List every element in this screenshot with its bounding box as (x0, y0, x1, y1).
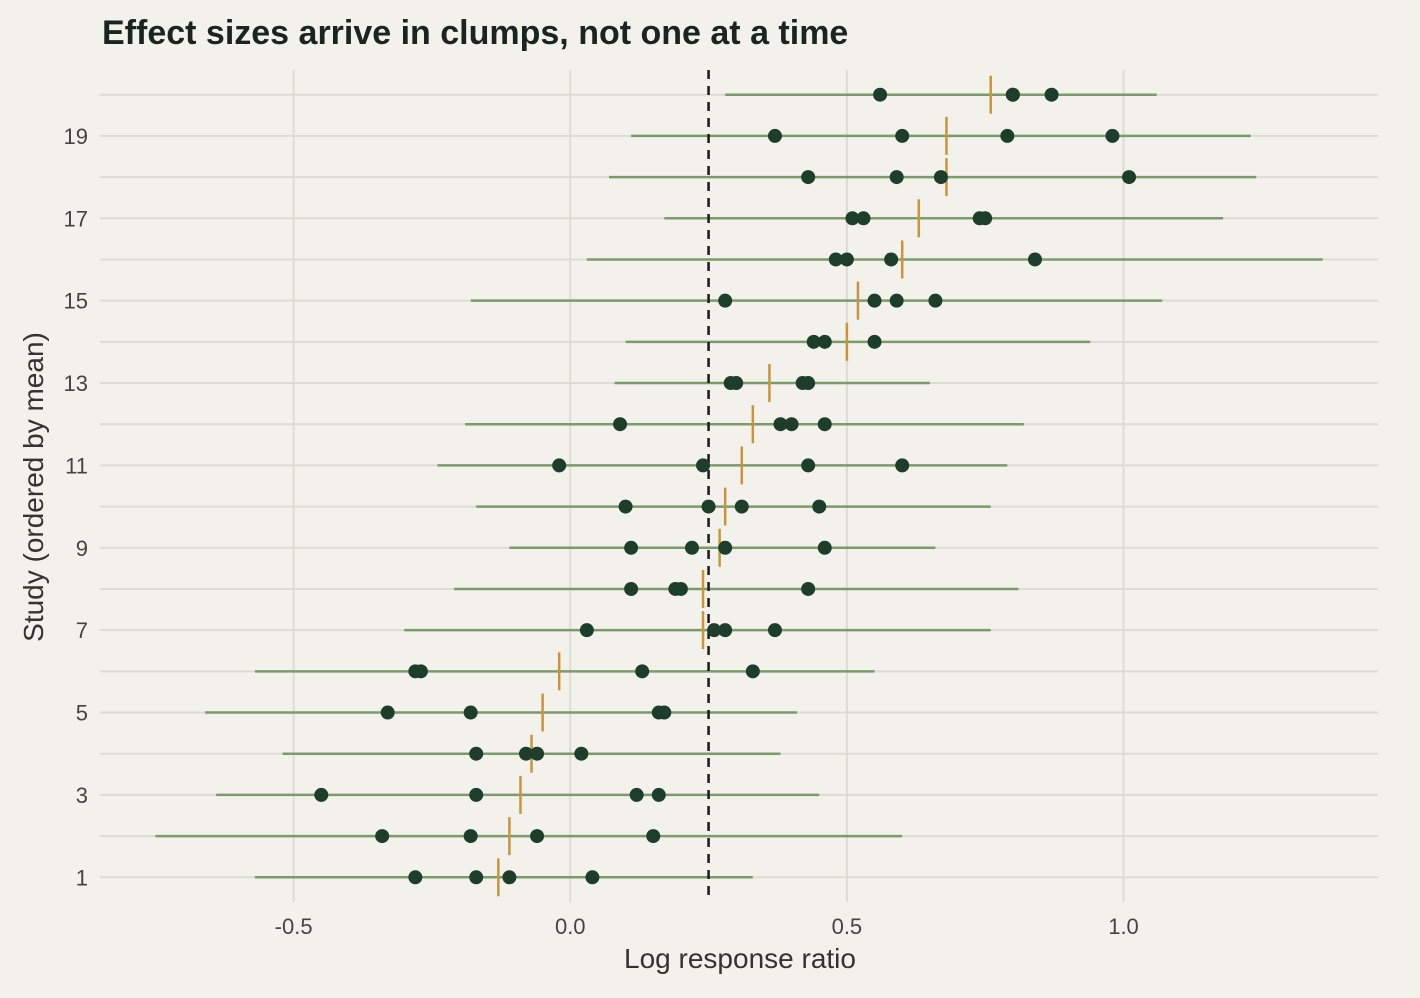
data-point (502, 870, 517, 885)
data-point (469, 787, 484, 802)
data-point (895, 458, 910, 473)
data-point (889, 293, 904, 308)
data-point (784, 417, 799, 432)
x-tick-label: 0.0 (555, 914, 586, 939)
mean-markers (497, 75, 992, 897)
y-tick-label: 5 (76, 701, 88, 726)
y-tick-label: 19 (64, 124, 88, 149)
data-point (1000, 128, 1015, 143)
data-point (646, 829, 661, 844)
data-point (801, 376, 816, 391)
y-tick-label: 3 (76, 783, 88, 808)
data-point (375, 829, 390, 844)
x-tick-label: -0.5 (275, 914, 313, 939)
data-point (469, 870, 484, 885)
data-point (629, 787, 644, 802)
data-point (817, 334, 832, 349)
data-point (1105, 128, 1120, 143)
data-point (895, 128, 910, 143)
data-point (817, 540, 832, 555)
y-tick-label: 7 (76, 618, 88, 643)
data-point (928, 293, 943, 308)
data-point (734, 499, 749, 514)
y-tick-label: 15 (64, 289, 88, 314)
data-point (624, 581, 639, 596)
data-point (933, 170, 948, 185)
data-point (867, 293, 882, 308)
y-tick-label: 9 (76, 536, 88, 561)
data-point (469, 746, 484, 761)
data-point (657, 705, 672, 720)
data-point (817, 417, 832, 432)
data-point (613, 417, 628, 432)
data-point (801, 170, 816, 185)
data-point (1005, 87, 1020, 102)
data-point (530, 829, 545, 844)
data-point (884, 252, 899, 267)
y-tick-label: 11 (65, 453, 88, 478)
data-point (745, 664, 760, 679)
data-point (718, 540, 733, 555)
data-point (574, 746, 589, 761)
data-point (624, 540, 639, 555)
data-point (1044, 87, 1059, 102)
data-point (839, 252, 854, 267)
data-point (767, 623, 782, 638)
x-axis-label: Log response ratio (624, 943, 856, 974)
data-point (867, 334, 882, 349)
data-point (801, 458, 816, 473)
data-point (1122, 170, 1137, 185)
confidence-intervals (155, 93, 1323, 879)
data-points (314, 87, 1137, 885)
data-point (718, 293, 733, 308)
data-point (684, 540, 699, 555)
data-point (767, 128, 782, 143)
data-point (873, 87, 888, 102)
chart-title: Effect sizes arrive in clumps, not one a… (102, 14, 849, 52)
y-tick-label: 13 (64, 371, 88, 396)
data-point (552, 458, 567, 473)
data-point (530, 746, 545, 761)
x-tick-label: 1.0 (1108, 914, 1139, 939)
data-point (845, 211, 860, 226)
data-point (463, 705, 478, 720)
x-axis-ticks: -0.5 0.0 0.5 1.0 (275, 914, 1139, 939)
grid-lines (100, 70, 1378, 902)
data-point (801, 581, 816, 596)
data-point (828, 252, 843, 267)
y-tick-label: 17 (64, 206, 88, 231)
data-point (701, 499, 716, 514)
data-point (635, 664, 650, 679)
data-point (773, 417, 788, 432)
data-point (696, 458, 711, 473)
data-point (579, 623, 594, 638)
data-point (806, 334, 821, 349)
y-axis-label: Study (ordered by mean) (18, 332, 49, 642)
data-point (707, 623, 722, 638)
data-point (519, 746, 533, 761)
data-point (673, 581, 688, 596)
x-tick-label: 0.5 (832, 914, 863, 939)
data-point (380, 705, 395, 720)
data-point (651, 787, 666, 802)
data-point (408, 870, 423, 885)
data-point (978, 211, 993, 226)
y-tick-label: 1 (76, 865, 88, 890)
data-point (812, 499, 827, 514)
data-point (618, 499, 633, 514)
data-point (413, 664, 428, 679)
data-point (856, 211, 871, 226)
data-point (585, 870, 600, 885)
data-point (1027, 252, 1042, 267)
data-point (718, 623, 733, 638)
data-point (463, 829, 478, 844)
data-point (314, 787, 329, 802)
data-point (729, 376, 744, 391)
data-point (889, 170, 904, 185)
